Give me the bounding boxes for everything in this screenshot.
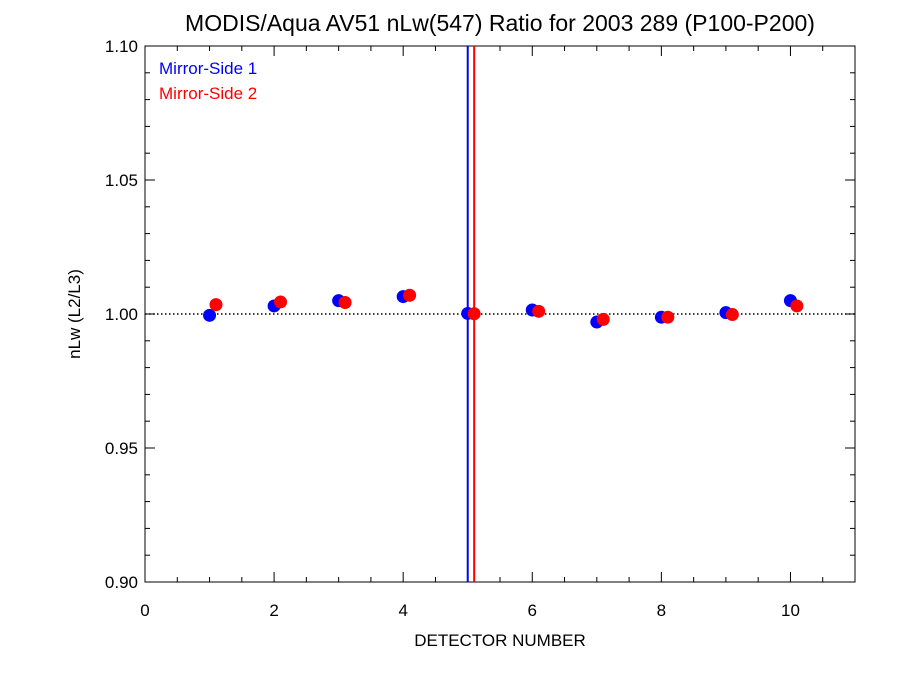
data-point <box>661 310 675 324</box>
x-tick-label: 0 <box>140 601 149 620</box>
y-tick-label: 0.95 <box>105 439 138 458</box>
legend: Mirror-Side 1 Mirror-Side 2 <box>159 59 257 103</box>
data-point <box>338 295 352 309</box>
x-tick-label: 10 <box>781 601 800 620</box>
y-axis-label: nLw (L2/L3) <box>65 269 84 359</box>
y-tick-label: 1.10 <box>105 37 138 56</box>
data-point <box>209 298 223 312</box>
y-tick-labels: 0.90 0.95 1.00 1.05 1.10 <box>105 37 138 592</box>
y-tick-label: 0.90 <box>105 573 138 592</box>
data-point <box>790 299 804 313</box>
chart-title: MODIS/Aqua AV51 nLw(547) Ratio for 2003 … <box>185 10 815 36</box>
data-point <box>596 312 610 326</box>
data-point <box>274 295 288 309</box>
data-point <box>532 304 546 318</box>
x-tick-label: 6 <box>528 601 537 620</box>
data-points <box>203 288 804 329</box>
data-point <box>467 307 481 321</box>
legend-entry: Mirror-Side 2 <box>159 84 257 103</box>
y-tick-label: 1.00 <box>105 305 138 324</box>
axis-ticks <box>144 45 856 583</box>
x-tick-label: 4 <box>398 601 407 620</box>
data-point <box>403 288 417 302</box>
x-tick-labels: 0 2 4 6 8 10 <box>140 601 800 620</box>
data-point <box>203 308 217 322</box>
data-point <box>725 308 739 322</box>
x-axis-label: DETECTOR NUMBER <box>414 631 586 650</box>
x-tick-label: 2 <box>269 601 278 620</box>
legend-entry: Mirror-Side 1 <box>159 59 257 78</box>
plot-frame <box>144 45 856 583</box>
x-tick-label: 8 <box>657 601 666 620</box>
y-tick-label: 1.05 <box>105 171 138 190</box>
